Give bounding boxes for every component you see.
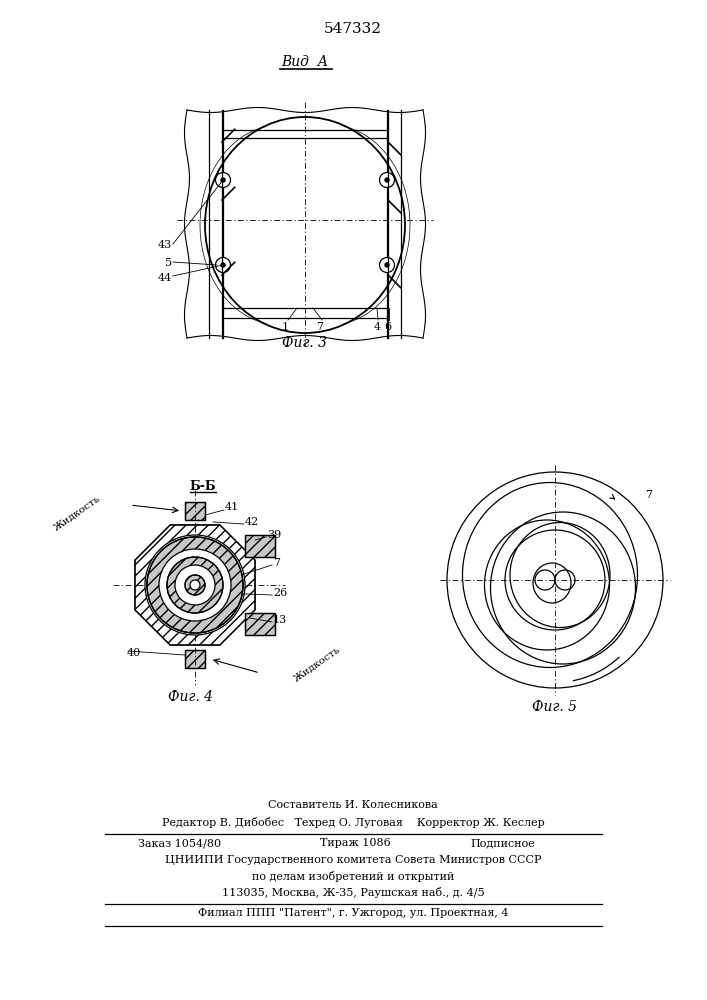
Text: 42: 42 bbox=[245, 517, 259, 527]
Text: Подписное: Подписное bbox=[470, 838, 534, 848]
Polygon shape bbox=[135, 525, 255, 645]
Text: Фиг. 3: Фиг. 3 bbox=[283, 336, 327, 350]
Circle shape bbox=[385, 178, 389, 182]
Circle shape bbox=[221, 178, 225, 182]
Polygon shape bbox=[245, 535, 275, 557]
Circle shape bbox=[145, 535, 245, 635]
Circle shape bbox=[380, 172, 395, 188]
Text: 7: 7 bbox=[273, 558, 280, 568]
Text: 5: 5 bbox=[165, 258, 172, 268]
Text: Фиг. 5: Фиг. 5 bbox=[532, 700, 578, 714]
Text: 547332: 547332 bbox=[324, 22, 382, 36]
Circle shape bbox=[175, 565, 215, 605]
Circle shape bbox=[221, 263, 225, 267]
Text: ЦНИИПИ Государственного комитета Совета Министров СССР: ЦНИИПИ Государственного комитета Совета … bbox=[165, 855, 542, 865]
Circle shape bbox=[167, 557, 223, 613]
Text: 113035, Москва, Ж-35, Раушская наб., д. 4/5: 113035, Москва, Ж-35, Раушская наб., д. … bbox=[222, 887, 484, 898]
Circle shape bbox=[190, 580, 200, 590]
Circle shape bbox=[147, 537, 243, 633]
Text: 43: 43 bbox=[158, 240, 172, 250]
Text: 13: 13 bbox=[273, 615, 287, 625]
Circle shape bbox=[147, 537, 243, 633]
Text: Вид  А: Вид А bbox=[281, 55, 329, 69]
Text: 6: 6 bbox=[385, 322, 392, 332]
Circle shape bbox=[216, 172, 230, 188]
Polygon shape bbox=[185, 650, 205, 668]
Circle shape bbox=[185, 575, 205, 595]
Text: Составитель И. Колесникова: Составитель И. Колесникова bbox=[268, 800, 438, 810]
Circle shape bbox=[216, 257, 230, 272]
Text: 4: 4 bbox=[373, 322, 380, 332]
Text: Заказ 1054/80: Заказ 1054/80 bbox=[138, 838, 221, 848]
Text: 39: 39 bbox=[267, 530, 281, 540]
Polygon shape bbox=[245, 613, 275, 635]
Text: 40: 40 bbox=[127, 648, 141, 658]
Text: 44: 44 bbox=[158, 273, 172, 283]
Text: по делам изобретений и открытий: по делам изобретений и открытий bbox=[252, 871, 454, 882]
Text: 41: 41 bbox=[225, 502, 239, 512]
Text: 1: 1 bbox=[281, 322, 288, 332]
Text: Жидкость: Жидкость bbox=[293, 645, 342, 684]
Text: 7: 7 bbox=[317, 322, 324, 332]
Circle shape bbox=[159, 549, 231, 621]
Circle shape bbox=[385, 263, 389, 267]
Circle shape bbox=[159, 549, 231, 621]
Text: Филиал ППП "Патент", г. Ужгород, ул. Проектная, 4: Филиал ППП "Патент", г. Ужгород, ул. Про… bbox=[198, 908, 508, 918]
Circle shape bbox=[380, 257, 395, 272]
Bar bbox=[223, 138, 387, 308]
Text: 7: 7 bbox=[645, 490, 652, 500]
Text: Жидкость: Жидкость bbox=[52, 493, 103, 532]
Text: Редактор В. Дибобес   Техред О. Луговая    Корректор Ж. Кеслер: Редактор В. Дибобес Техред О. Луговая Ко… bbox=[162, 817, 544, 828]
Text: Б-Б: Б-Б bbox=[189, 480, 216, 493]
Polygon shape bbox=[185, 502, 205, 520]
Text: 26: 26 bbox=[273, 588, 287, 598]
Text: Тираж 1086: Тираж 1086 bbox=[320, 838, 391, 848]
Text: Фиг. 4: Фиг. 4 bbox=[168, 690, 213, 704]
